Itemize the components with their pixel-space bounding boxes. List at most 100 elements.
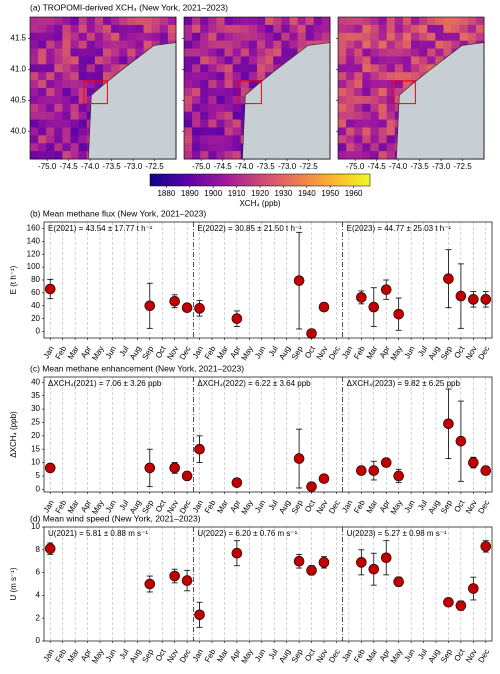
map-cell xyxy=(208,24,217,34)
map-cell xyxy=(192,80,201,89)
map-cell xyxy=(402,56,412,65)
map-cell xyxy=(378,151,388,160)
map-cell xyxy=(240,56,250,65)
map-cell xyxy=(411,40,420,50)
y-tick-label: 25 xyxy=(31,418,40,427)
point xyxy=(169,462,180,474)
map-cell xyxy=(70,103,80,113)
map-cell xyxy=(435,40,444,50)
map-cell xyxy=(216,111,226,121)
map-cell xyxy=(208,103,217,113)
y-tick-label: 35 xyxy=(31,391,40,400)
map-cell xyxy=(378,103,388,113)
map-cell xyxy=(70,80,80,89)
map-cell xyxy=(370,48,380,57)
map-cell xyxy=(184,56,193,65)
point xyxy=(380,457,392,468)
point xyxy=(181,470,193,482)
map-cell xyxy=(151,17,161,26)
x-tick-label: -72.5 xyxy=(453,162,472,171)
x-tick-label: -73.0 xyxy=(124,162,143,171)
x-tick-label: Mar xyxy=(215,647,230,664)
map-cell xyxy=(232,64,242,73)
map-cell xyxy=(224,80,234,89)
map-cell xyxy=(362,72,371,81)
map-cell xyxy=(184,143,193,152)
map-cell xyxy=(78,119,88,128)
map-cell xyxy=(216,40,226,50)
map-cell xyxy=(216,95,226,105)
x-tick-label: May xyxy=(90,345,105,363)
map-cell xyxy=(224,72,234,81)
x-tick-label: Aug xyxy=(427,648,442,665)
x-tick-label: -75.0 xyxy=(346,162,365,171)
map-cell xyxy=(200,151,209,160)
x-tick-label: May xyxy=(90,648,105,666)
map-cell xyxy=(46,103,55,113)
map-cell xyxy=(321,24,331,34)
map-cell xyxy=(70,111,80,121)
map-cell xyxy=(451,24,461,34)
x-tick-label: Sep xyxy=(140,647,155,664)
map-cell xyxy=(338,56,347,65)
map-cell xyxy=(467,17,477,26)
x-tick-label: Mar xyxy=(215,498,230,515)
map-cell xyxy=(86,72,96,81)
map-cell xyxy=(38,151,47,160)
map-cell xyxy=(86,56,96,65)
map-cell xyxy=(38,72,47,81)
map-cell xyxy=(200,56,209,65)
point xyxy=(293,453,305,464)
map-cell xyxy=(257,24,266,34)
map-cell xyxy=(338,72,347,81)
map-cell xyxy=(216,103,226,113)
map-cell xyxy=(70,72,80,81)
map-cell xyxy=(200,80,209,89)
map-cell xyxy=(46,17,55,26)
x-tick-label: Jun xyxy=(104,499,118,515)
map-cell xyxy=(216,151,226,160)
map-cell xyxy=(346,56,355,65)
map-cell xyxy=(184,151,193,160)
point xyxy=(318,473,330,484)
map-cell xyxy=(281,32,290,42)
point xyxy=(169,570,180,582)
map-cell xyxy=(224,127,234,136)
map-cell xyxy=(208,135,217,144)
x-tick-label: Jun xyxy=(104,648,118,664)
map xyxy=(29,16,177,160)
map-cell xyxy=(30,48,39,57)
x-tick-label: Nov xyxy=(464,499,479,516)
map-cell xyxy=(224,143,234,152)
map-cell xyxy=(184,64,193,73)
map-cell xyxy=(411,32,420,42)
map-cell xyxy=(216,48,226,57)
colorbar-tick-label: 1910 xyxy=(228,189,246,198)
map-cell xyxy=(386,143,396,152)
study-box xyxy=(237,80,262,105)
point xyxy=(443,596,454,608)
map-cell xyxy=(151,24,161,34)
map-cell xyxy=(103,32,112,42)
map-cell xyxy=(192,95,201,105)
map-cell xyxy=(192,127,201,136)
map-cell xyxy=(30,103,39,113)
point xyxy=(443,418,454,430)
map-cell xyxy=(208,17,217,26)
x-tick-label: May xyxy=(240,499,255,517)
map-cell xyxy=(30,80,39,89)
panel-title: (c) Mean methane enhancement (New York, … xyxy=(30,363,244,373)
map-cell xyxy=(159,32,169,42)
point xyxy=(468,457,479,468)
map-cell xyxy=(248,80,258,89)
map-cell xyxy=(103,48,112,57)
map-cell xyxy=(467,24,477,34)
x-tick-label: Mar xyxy=(365,344,380,361)
x-tick-label: Feb xyxy=(203,647,218,664)
map-cell xyxy=(54,17,63,26)
map-cell xyxy=(378,111,388,121)
map-cell xyxy=(78,135,88,144)
map-cell xyxy=(54,103,63,113)
map-cell xyxy=(127,17,136,26)
map-cell xyxy=(321,17,331,26)
